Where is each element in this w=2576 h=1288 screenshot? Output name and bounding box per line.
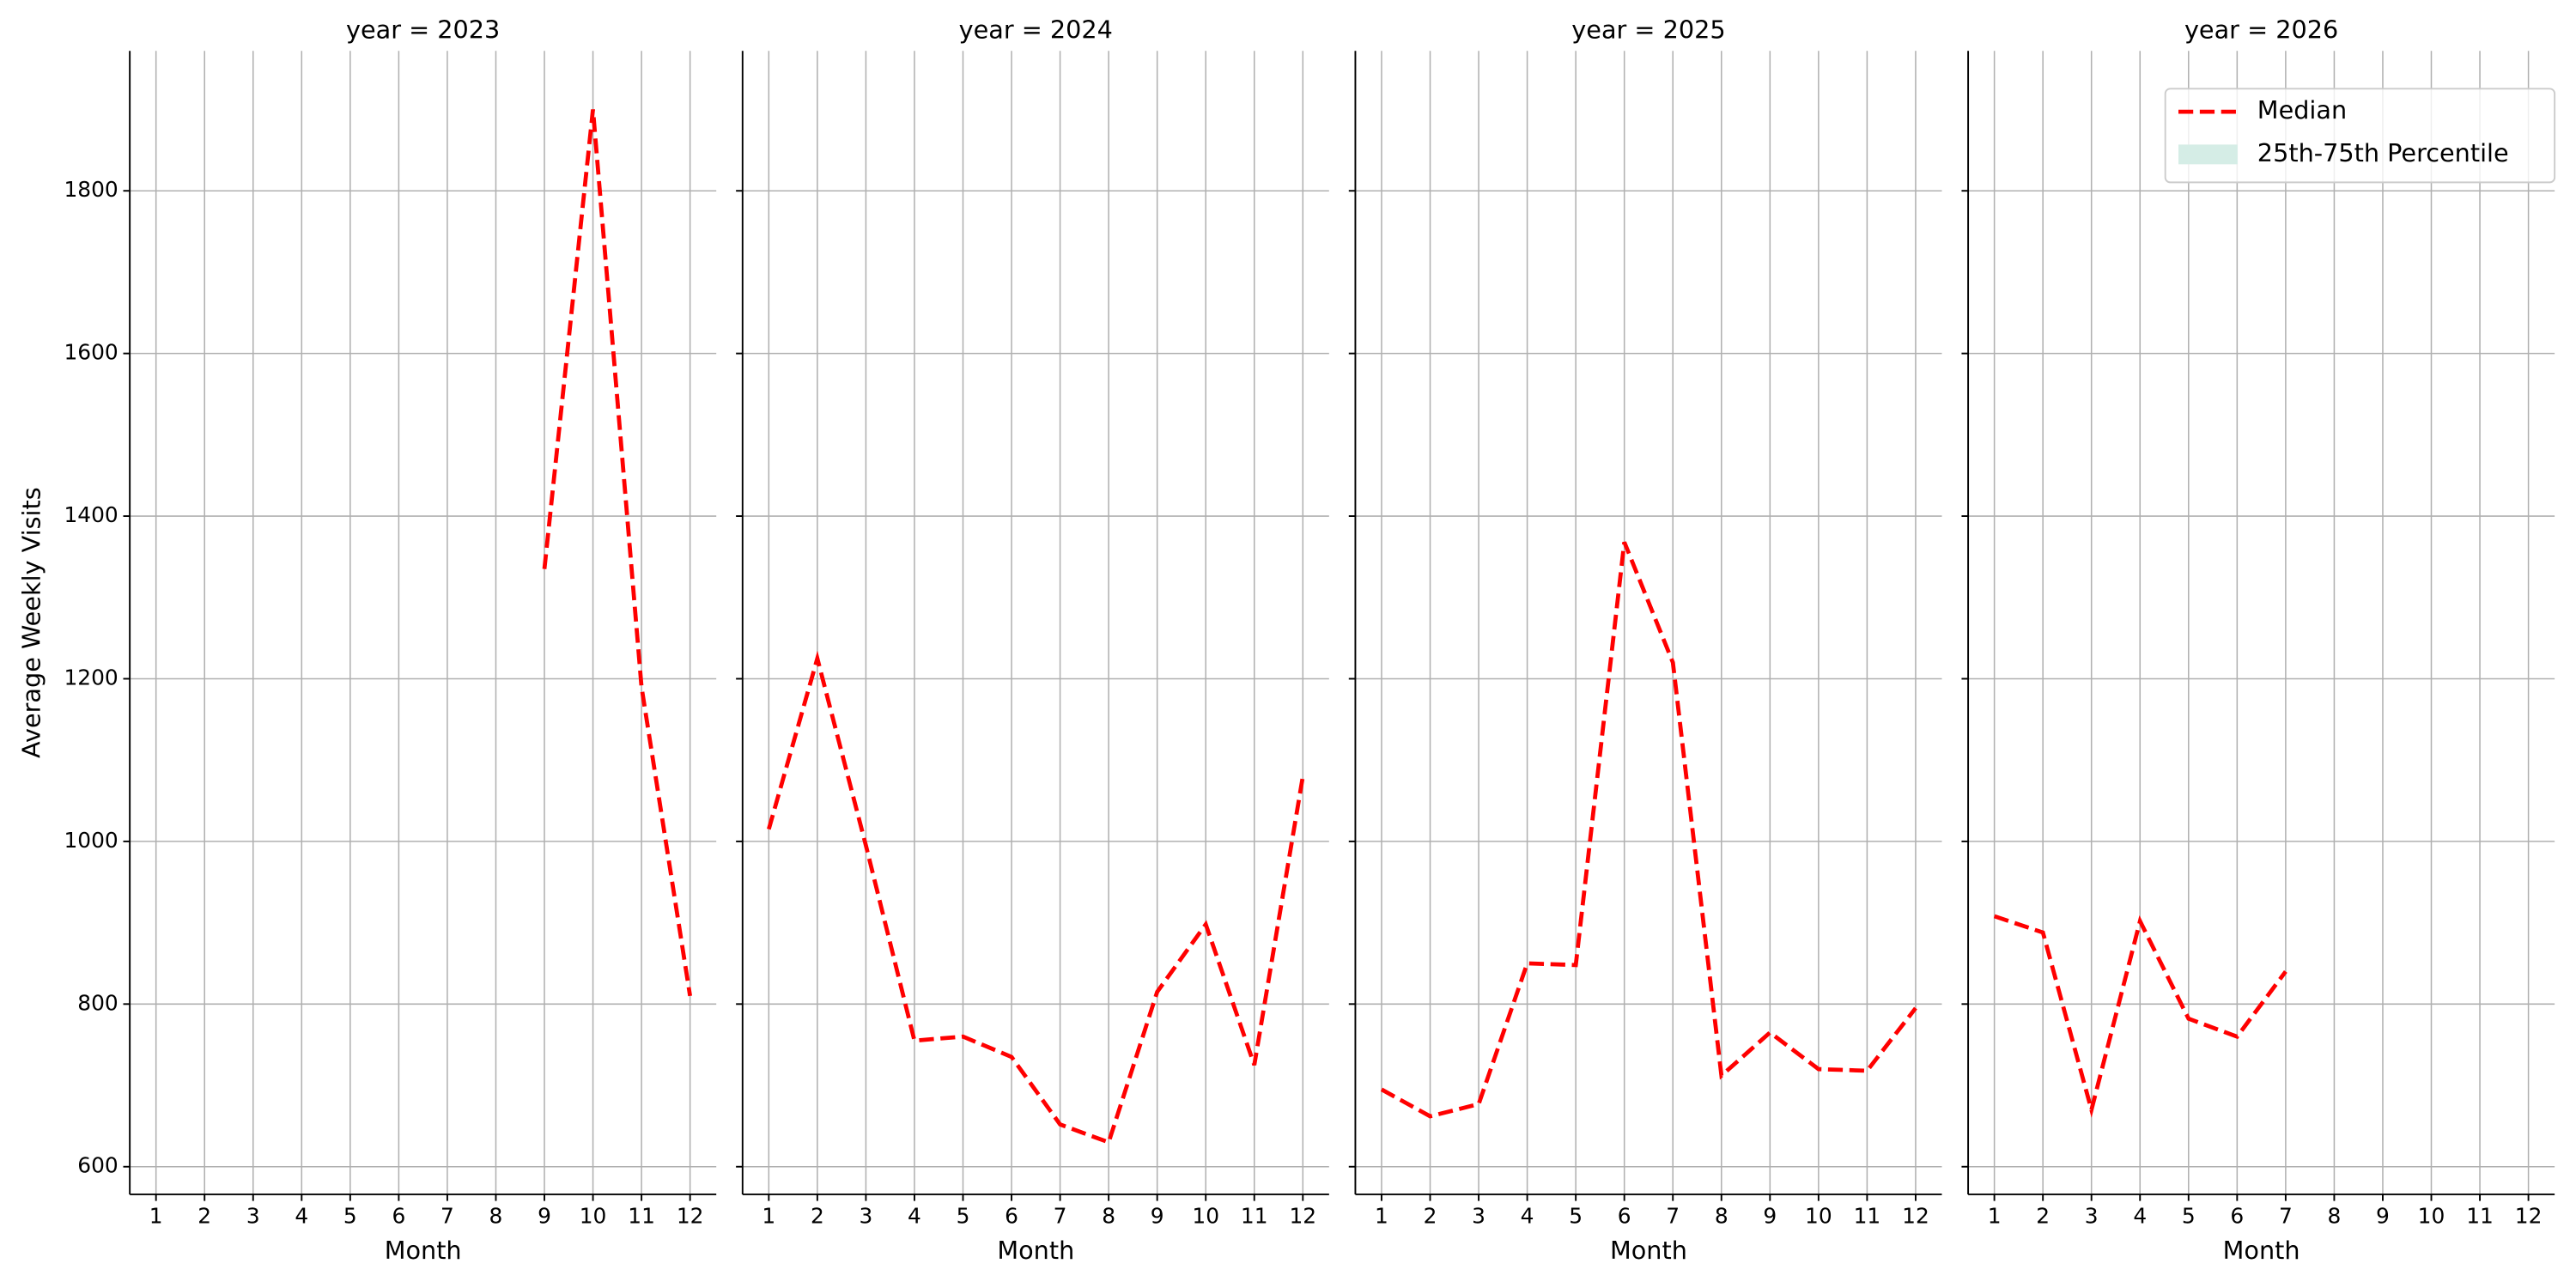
x-tick-label: 2 — [1424, 1204, 1437, 1229]
x-tick-label: 4 — [1521, 1204, 1534, 1229]
x-tick-label: 8 — [1715, 1204, 1728, 1229]
panel-title: year = 2025 — [1571, 15, 1725, 44]
x-tick-label: 11 — [628, 1204, 655, 1229]
y-tick-label: 1800 — [64, 177, 118, 202]
x-tick-label: 11 — [2466, 1204, 2494, 1229]
panel-title: year = 2026 — [2184, 15, 2338, 44]
x-tick-label: 3 — [1472, 1204, 1485, 1229]
x-tick-label: 9 — [2376, 1204, 2390, 1229]
x-tick-label: 5 — [343, 1204, 357, 1229]
y-tick-label: 1000 — [64, 828, 118, 853]
x-tick-label: 4 — [2133, 1204, 2147, 1229]
x-tick-label: 1 — [762, 1204, 775, 1229]
x-axis-label: Month — [2223, 1236, 2300, 1265]
x-tick-label: 3 — [860, 1204, 873, 1229]
y-axis-label: Average Weekly Visits — [16, 487, 46, 758]
x-tick-label: 10 — [1805, 1204, 1832, 1229]
x-tick-label: 1 — [1375, 1204, 1388, 1229]
x-tick-label: 4 — [908, 1204, 921, 1229]
legend-label: 25th-75th Percentile — [2257, 138, 2509, 167]
x-axis-label: Month — [1610, 1236, 1687, 1265]
x-tick-label: 12 — [1902, 1204, 1929, 1229]
median-line — [767, 650, 1305, 1145]
x-tick-label: 5 — [1569, 1204, 1583, 1229]
legend-box — [2164, 88, 2556, 184]
x-tick-label: 6 — [1618, 1204, 1631, 1229]
x-tick-label: 1 — [149, 1204, 163, 1229]
x-tick-label: 6 — [1005, 1204, 1018, 1229]
x-tick-label: 10 — [1192, 1204, 1219, 1229]
x-tick-label: 12 — [677, 1204, 704, 1229]
x-tick-label: 8 — [1102, 1204, 1115, 1229]
y-tick-label: 1200 — [64, 665, 118, 690]
y-tick-label: 800 — [77, 990, 118, 1015]
x-axis-label: Month — [997, 1236, 1074, 1265]
legend-swatch — [2178, 144, 2238, 165]
x-tick-label: 8 — [489, 1204, 503, 1229]
x-tick-label: 1 — [1988, 1204, 2002, 1229]
x-tick-label: 10 — [580, 1204, 607, 1229]
panel-title: year = 2024 — [959, 15, 1113, 44]
x-tick-label: 11 — [1241, 1204, 1268, 1229]
x-tick-label: 7 — [1666, 1204, 1680, 1229]
median-line — [542, 109, 693, 997]
y-tick-label: 600 — [77, 1153, 118, 1178]
x-tick-label: 3 — [2085, 1204, 2099, 1229]
x-tick-label: 7 — [1054, 1204, 1067, 1229]
median-line — [1993, 914, 2287, 1118]
x-tick-label: 6 — [2230, 1204, 2244, 1229]
x-tick-label: 9 — [1763, 1204, 1777, 1229]
x-tick-label: 7 — [2279, 1204, 2293, 1229]
median-line — [1380, 541, 1917, 1119]
x-tick-label: 3 — [246, 1204, 260, 1229]
x-tick-label: 11 — [1854, 1204, 1881, 1229]
x-tick-label: 2 — [811, 1204, 824, 1229]
y-tick-label: 1400 — [64, 502, 118, 527]
legend-label: Median — [2257, 95, 2347, 125]
x-tick-label: 10 — [2418, 1204, 2445, 1229]
x-tick-label: 2 — [2036, 1204, 2050, 1229]
x-tick-label: 4 — [295, 1204, 308, 1229]
x-tick-label: 5 — [957, 1204, 970, 1229]
x-tick-label: 5 — [2182, 1204, 2196, 1229]
x-tick-label: 2 — [197, 1204, 211, 1229]
x-tick-label: 12 — [1289, 1204, 1316, 1229]
x-tick-label: 6 — [392, 1204, 405, 1229]
x-tick-label: 9 — [1151, 1204, 1164, 1229]
x-tick-label: 12 — [2515, 1204, 2543, 1229]
panel-title: year = 2023 — [346, 15, 500, 44]
x-tick-label: 7 — [440, 1204, 454, 1229]
x-axis-label: Month — [385, 1236, 462, 1265]
x-tick-label: 9 — [538, 1204, 551, 1229]
x-tick-label: 8 — [2328, 1204, 2342, 1229]
y-tick-label: 1600 — [64, 340, 118, 365]
